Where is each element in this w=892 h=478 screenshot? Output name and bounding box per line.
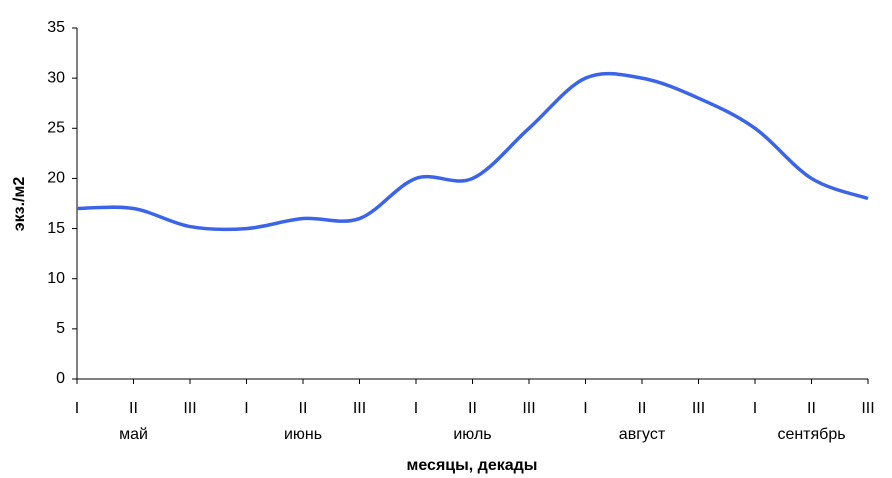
x-tick-label: III — [861, 400, 874, 417]
month-label: июнь — [284, 426, 322, 443]
x-tick-label: I — [75, 400, 79, 417]
x-tick-label: III — [183, 400, 196, 417]
y-tick-label: 5 — [56, 320, 65, 337]
x-tick-label: I — [414, 400, 418, 417]
x-axis-label: месяцы, декады — [407, 457, 538, 474]
y-tick-label: 35 — [47, 19, 65, 36]
month-label: сентябрь — [777, 426, 845, 443]
y-tick-label: 10 — [47, 270, 65, 287]
x-tick-label: III — [692, 400, 705, 417]
y-tick-label: 15 — [47, 220, 65, 237]
x-tick-label: II — [299, 400, 308, 417]
x-tick-label: III — [353, 400, 366, 417]
month-label: май — [119, 426, 148, 443]
x-tick-label: III — [522, 400, 535, 417]
x-tick-label: I — [583, 400, 587, 417]
y-axis-label: экз./м2 — [11, 177, 28, 232]
x-tick-label: I — [244, 400, 248, 417]
x-tick-label: II — [807, 400, 816, 417]
y-tick-label: 30 — [47, 69, 65, 86]
x-tick-label: II — [638, 400, 647, 417]
data-line — [76, 71, 869, 232]
month-label: август — [619, 426, 666, 443]
x-tick-label: II — [129, 400, 138, 417]
x-tick-label: I — [753, 400, 757, 417]
y-tick-label: 25 — [47, 120, 65, 137]
month-label: июль — [453, 426, 491, 443]
y-tick-label: 20 — [47, 170, 65, 187]
x-tick-label: II — [468, 400, 477, 417]
y-tick-label: 0 — [56, 370, 65, 387]
